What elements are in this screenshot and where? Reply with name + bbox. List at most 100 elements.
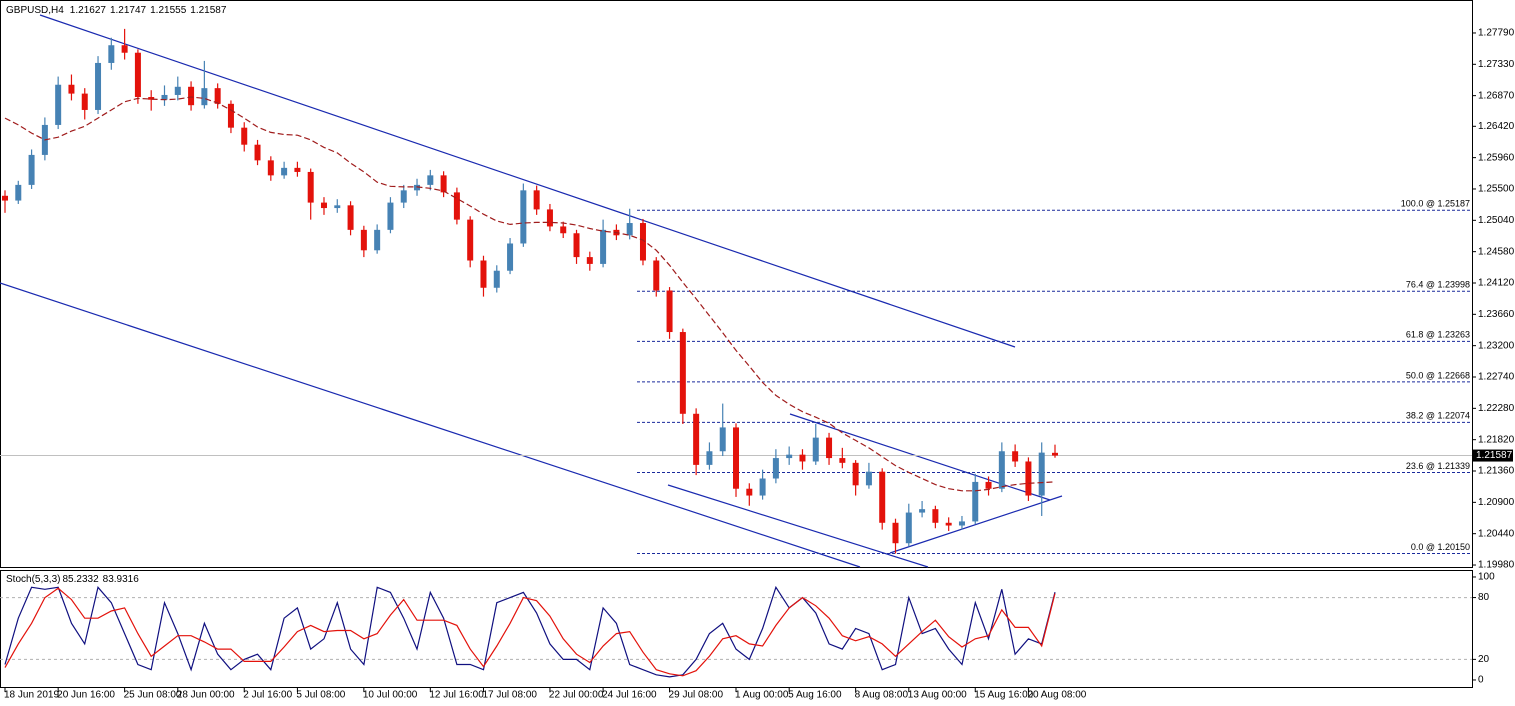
y-tick-label: 1.23660 [1478,309,1515,320]
candle-body [772,458,779,479]
moving-average [4,96,1056,492]
x-tick-label: 2 Jul 16:00 [243,690,292,701]
candle-body [227,103,234,128]
x-tick-label: 25 Jun 08:00 [124,690,182,701]
candle-body [865,471,872,486]
candle-body [1038,452,1045,496]
candle-body [706,451,713,465]
candle-body [493,270,500,288]
candle-body [759,478,766,496]
x-tick-label: 15 Aug 16:00 [974,690,1033,701]
candle-body [467,219,474,261]
candle-body [81,93,88,110]
x-tick-label: 29 Jul 08:00 [669,690,724,701]
candle-body [932,509,939,523]
candle-body [626,223,633,236]
x-tick-label: 28 Jun 00:00 [177,690,235,701]
x-tick-label: 13 Aug 00:00 [908,690,967,701]
x-tick-label: 5 Jul 08:00 [296,690,345,701]
fib-label: 100.0 @ 1.25187 [1401,199,1470,209]
candle-body [600,229,607,264]
candle-body [945,522,952,526]
title-value: 1.21747 [110,5,147,16]
y-tick-label: 1.25960 [1478,152,1515,163]
x-tick-label: 17 Jul 08:00 [482,690,537,701]
candle-body [307,171,314,203]
candle-body [533,190,540,210]
candle-body [108,45,115,63]
fib-label: 61.8 @ 1.23263 [1406,330,1470,340]
candle-body [134,52,141,98]
candle-body [746,488,753,496]
y-tick-label: 1.25040 [1478,215,1515,226]
y-tick-label: 1.25500 [1478,184,1515,195]
candle-body [2,195,8,201]
candle-body [347,205,354,230]
x-tick-label: 10 Jul 00:00 [363,690,418,701]
y-tick-label: 1.26870 [1478,90,1515,101]
x-tick-label: 24 Jul 16:00 [602,690,657,701]
candle-body [427,175,434,185]
candle-body [334,205,341,209]
candle-body [281,167,288,176]
y-tick-label: 1.22740 [1478,372,1515,383]
stoch-frame [0,570,1473,688]
candle-body [148,97,155,100]
candle-body [1052,452,1058,456]
y-tick-label: 1.21820 [1478,434,1515,445]
candle-body [214,88,221,104]
candle-body [826,437,833,459]
y-tick-label: 1.27330 [1478,59,1515,70]
candle-body [174,86,181,95]
bid-box [1473,449,1513,462]
chart-title: GBPUSD,H4 1.21627 1.21747 1.21555 1.21587 [6,5,227,16]
y-tick-label: 1.27790 [1478,28,1515,39]
candle-body [1025,461,1032,496]
x-tick-label: 20 Aug 08:00 [1027,690,1086,701]
candle-body [546,209,553,227]
candle-body [320,202,327,209]
y-tick-label: 1.20440 [1478,528,1515,539]
candle-body [799,454,806,462]
fib-label: 23.6 @ 1.21339 [1406,461,1470,471]
x-tick-label: 12 Jul 16:00 [429,690,484,701]
candle-body [639,223,646,261]
fib-label: 50.0 @ 1.22668 [1406,370,1470,380]
candle-body [653,260,660,291]
candle-body [586,257,593,264]
x-tick-label: 20 Jun 16:00 [57,690,115,701]
stoch-name: Stoch(5,3,3) [6,574,60,585]
candle-body [693,413,700,465]
y-tick-label: 1.20900 [1478,497,1515,508]
candle-body [812,437,819,462]
trend-line [0,282,861,568]
candle-body [414,184,421,191]
candle-body [241,127,248,145]
stoch-tick-label: 100 [1478,572,1495,583]
candle-body [68,84,75,94]
fib-label: 38.2 @ 1.22074 [1406,411,1470,421]
candle-body [95,62,102,110]
candle-body [985,481,992,489]
candle-body [972,481,979,522]
candle-body [919,509,926,513]
candle-body [839,458,846,463]
candle-body [480,260,487,288]
fib-label: 76.4 @ 1.23998 [1406,280,1470,290]
candle-body [453,192,460,220]
title-value: 1.21627 [70,5,107,16]
title-value: 1.21587 [190,5,227,16]
y-tick-label: 1.26420 [1478,121,1515,132]
stoch-value: 83.9316 [103,574,140,585]
x-tick-label: 18 Jun 2019 [4,690,59,701]
stoch-main [4,585,1056,678]
bid-label: 1.21587 [1476,450,1513,461]
x-tick-label: 1 Aug 00:00 [735,690,789,701]
y-tick-label: 1.21360 [1478,466,1515,477]
y-tick-label: 1.22280 [1478,403,1515,414]
candle-body [55,84,62,125]
candle-body [879,471,886,523]
candle-body [573,233,580,258]
candle-body [998,451,1005,489]
